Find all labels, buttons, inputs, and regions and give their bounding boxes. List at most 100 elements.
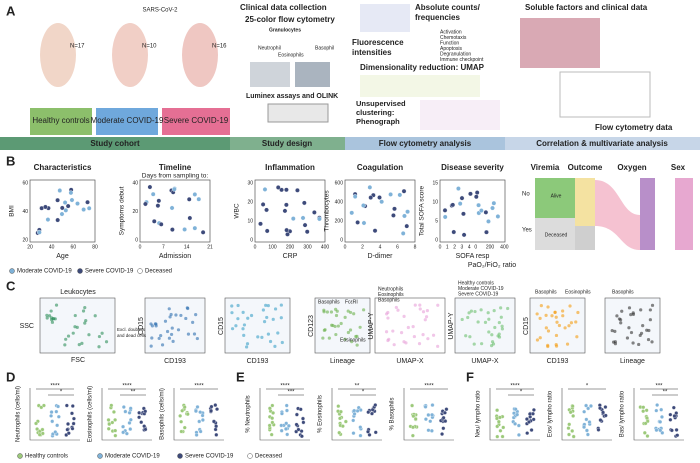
dot xyxy=(57,188,63,193)
event xyxy=(343,315,347,320)
dot xyxy=(65,427,70,432)
dot xyxy=(366,429,370,434)
event xyxy=(639,308,643,312)
dot xyxy=(63,207,69,213)
step-label: Study cohort xyxy=(90,139,140,148)
event xyxy=(412,334,416,339)
event xyxy=(150,336,154,340)
dot xyxy=(264,207,269,213)
significance: **** xyxy=(280,384,290,390)
event xyxy=(568,304,572,308)
dot xyxy=(524,417,529,422)
event xyxy=(500,327,504,331)
event xyxy=(544,326,548,330)
dot xyxy=(56,414,61,419)
axis xyxy=(489,388,540,441)
gate-plot xyxy=(374,297,446,354)
panel-b-art xyxy=(29,179,506,243)
sankey-label: Yes xyxy=(522,228,532,234)
plot-frame xyxy=(254,179,326,243)
event xyxy=(165,329,170,334)
dot xyxy=(45,217,51,222)
dot xyxy=(213,427,218,432)
event xyxy=(619,321,623,325)
x-tick-label: 1 xyxy=(446,244,449,250)
plot-title: Inflammation xyxy=(265,163,315,172)
y-tick-label: 20 xyxy=(22,237,28,243)
dot xyxy=(411,425,415,430)
dot xyxy=(179,419,184,424)
event xyxy=(506,306,510,311)
event xyxy=(279,316,283,320)
dot xyxy=(68,190,74,196)
event xyxy=(153,322,157,326)
event xyxy=(322,328,326,332)
event xyxy=(563,326,567,330)
dot xyxy=(603,405,608,409)
x-tick-label: 200 xyxy=(486,244,495,250)
dot xyxy=(658,419,663,424)
dot xyxy=(352,411,357,416)
dot xyxy=(283,202,289,208)
function-label: Activation xyxy=(440,29,462,35)
y-axis-label: Eosinophils (cells/ml) xyxy=(88,386,94,442)
dot xyxy=(430,403,435,408)
panel-label: B xyxy=(6,153,15,168)
significance: * xyxy=(60,390,63,396)
dot xyxy=(37,432,42,437)
event xyxy=(159,333,163,338)
dot xyxy=(185,412,190,417)
event xyxy=(77,343,81,347)
dot xyxy=(214,432,219,437)
dot xyxy=(674,427,679,432)
significance: *** xyxy=(655,384,663,390)
dot xyxy=(275,185,281,190)
event xyxy=(66,334,71,338)
sankey-node xyxy=(575,178,595,226)
event xyxy=(466,315,470,320)
function-label: Chemotaxis xyxy=(440,35,467,41)
dot xyxy=(143,427,148,432)
event xyxy=(473,309,477,314)
plot-title: Timeline xyxy=(159,163,192,172)
x-tick-label: 6 xyxy=(396,244,399,250)
dot xyxy=(397,192,403,198)
dot xyxy=(195,404,200,409)
dot xyxy=(669,428,674,433)
dot xyxy=(198,410,203,415)
event xyxy=(168,315,172,319)
dot xyxy=(317,216,322,222)
event xyxy=(334,332,338,337)
event xyxy=(327,336,331,340)
legend-entry: Healthy controls xyxy=(458,280,494,286)
significance: **** xyxy=(424,384,434,390)
dot xyxy=(285,408,289,413)
event xyxy=(358,325,362,329)
dot xyxy=(49,410,54,415)
event xyxy=(648,318,652,322)
event xyxy=(631,311,635,315)
event xyxy=(418,307,422,311)
section-title: intensities xyxy=(352,48,392,57)
dot xyxy=(301,200,307,206)
dot xyxy=(570,404,575,409)
event xyxy=(476,320,480,324)
dot xyxy=(598,418,603,423)
x-axis-label: CRP xyxy=(283,253,298,260)
dot xyxy=(336,404,341,409)
dot xyxy=(54,409,59,414)
dot xyxy=(340,424,345,429)
x-tick-label: 400 xyxy=(500,244,509,250)
significance: **** xyxy=(50,384,60,390)
event xyxy=(63,343,67,347)
dot xyxy=(405,209,410,215)
dot xyxy=(304,229,310,235)
dot xyxy=(151,218,157,224)
x-tick-label: 400 xyxy=(321,244,330,250)
event xyxy=(268,339,273,344)
legend-entry: Basophils xyxy=(535,289,557,295)
dot xyxy=(598,406,602,411)
dot xyxy=(423,417,428,422)
dot xyxy=(200,229,206,235)
